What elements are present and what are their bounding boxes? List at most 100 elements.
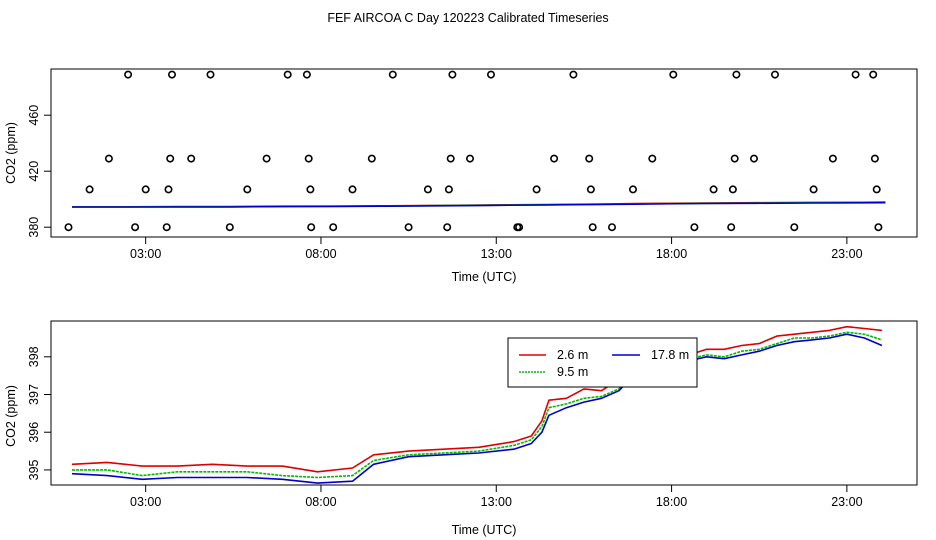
- x-axis-label-1: Time (UTC): [452, 270, 517, 284]
- scatter-point-48: [730, 154, 739, 163]
- scatter-point-13: [243, 185, 252, 194]
- scatter-point-29: [448, 70, 457, 79]
- legend-label-17-8m: 17.8 m: [651, 348, 689, 362]
- scatter-point-24: [404, 223, 413, 232]
- scatter-point-0: [64, 223, 73, 232]
- x-tick-label-2-0: 03:00: [130, 495, 161, 509]
- scatter-point-58: [872, 185, 881, 194]
- series-line-2-2-6-m: [71, 325, 882, 473]
- y-tick-label-1-1: 420: [27, 161, 41, 182]
- x-tick-label-1-4: 23:00: [831, 247, 862, 261]
- scatter-point-56: [869, 70, 878, 79]
- x-tick-label-2-4: 23:00: [831, 495, 862, 509]
- scatter-point-12: [225, 223, 234, 232]
- scatter-point-11: [206, 70, 215, 79]
- scatter-point-27: [444, 185, 453, 194]
- y-tick-label-1-0: 380: [27, 217, 41, 238]
- scatter-point-42: [648, 154, 657, 163]
- scatter-point-1: [85, 185, 94, 194]
- scatter-point-22: [367, 154, 376, 163]
- chart-panel-1: 03:00 08:00 13:00 18:00 23:00 380 420 460 Time…: [4, 68, 918, 284]
- legend-label-9-5m: 9.5 m: [557, 365, 588, 379]
- x-tick-label-2-2: 13:00: [481, 495, 512, 509]
- scatter-point-38: [586, 185, 595, 194]
- scatter-point-45: [709, 185, 718, 194]
- x-tick-label-2-1: 08:00: [305, 495, 336, 509]
- y-axis-label-2: CO2 (ppm): [4, 385, 18, 447]
- scatter-points-1: [64, 70, 883, 232]
- y-ticks-1: 380 420 460: [27, 105, 51, 238]
- scatter-point-15: [283, 70, 292, 79]
- scatter-point-34: [532, 185, 541, 194]
- scatter-point-19: [307, 223, 316, 232]
- scatter-point-8: [166, 154, 175, 163]
- scatter-point-14: [262, 154, 271, 163]
- scatter-point-16: [302, 70, 311, 79]
- x-tick-label-1-3: 18:00: [656, 247, 687, 261]
- scatter-point-41: [628, 185, 637, 194]
- scatter-point-52: [790, 223, 799, 232]
- scatter-point-3: [124, 70, 133, 79]
- scatter-point-5: [141, 185, 150, 194]
- scatter-point-23: [388, 70, 397, 79]
- scatter-point-44: [690, 223, 699, 232]
- scatter-point-7: [164, 185, 173, 194]
- scatter-point-20: [329, 223, 338, 232]
- y-tick-label-2-2: 397: [27, 384, 41, 405]
- scatter-point-53: [809, 185, 818, 194]
- series-lines-2: [71, 325, 883, 484]
- plot-frame-2: [50, 320, 918, 486]
- x-tick-label-2-3: 18:00: [656, 495, 687, 509]
- scatter-point-37: [585, 154, 594, 163]
- x-tick-label-1-0: 03:00: [130, 247, 161, 261]
- scatter-point-57: [870, 154, 879, 163]
- chart-panel-2: 03:00 08:00 13:00 18:00 23:00 395 396 397 398 T…: [4, 320, 918, 537]
- y-tick-label-2-3: 398: [27, 346, 41, 367]
- scatter-point-50: [749, 154, 758, 163]
- x-tick-label-1-2: 13:00: [481, 247, 512, 261]
- x-ticks-1: 03:00 08:00 13:00 18:00 23:00: [130, 237, 863, 261]
- scatter-point-21: [348, 185, 357, 194]
- scatter-point-59: [874, 223, 883, 232]
- figure-title: FEF AIRCOA C Day 120223 Calibrated Times…: [327, 11, 608, 25]
- legend-box: [507, 337, 698, 388]
- scatter-point-30: [465, 154, 474, 163]
- scatter-point-33: [515, 223, 524, 232]
- scatter-point-10: [187, 154, 196, 163]
- scatter-point-49: [732, 70, 741, 79]
- x-axis-label-2: Time (UTC): [452, 523, 517, 537]
- series-line-1-2: [72, 201, 886, 208]
- scatter-point-28: [446, 154, 455, 163]
- scatter-point-17: [304, 154, 313, 163]
- series-lines-1: [72, 201, 886, 208]
- scatter-point-47: [728, 185, 737, 194]
- y-ticks-2: 395 396 397 398: [27, 346, 51, 480]
- scatter-point-46: [727, 223, 736, 232]
- scatter-point-39: [588, 223, 597, 232]
- x-tick-label-1-1: 08:00: [305, 247, 336, 261]
- scatter-point-4: [131, 223, 140, 232]
- y-axis-label-1: CO2 (ppm): [4, 122, 18, 184]
- scatter-point-43: [669, 70, 678, 79]
- scatter-point-40: [607, 223, 616, 232]
- y-tick-label-2-1: 396: [27, 422, 41, 443]
- scatter-point-55: [851, 70, 860, 79]
- plot-frame-1: [50, 68, 918, 238]
- scatter-point-26: [443, 223, 452, 232]
- legend: 2.6 m 9.5 m 17.8 m: [507, 337, 698, 388]
- y-tick-label-1-2: 460: [27, 105, 41, 126]
- scatter-point-31: [486, 70, 495, 79]
- scatter-point-54: [828, 154, 837, 163]
- y-tick-label-2-0: 395: [27, 459, 41, 480]
- legend-label-2-6m: 2.6 m: [557, 348, 588, 362]
- scatter-point-6: [162, 223, 171, 232]
- scatter-point-25: [423, 185, 432, 194]
- scatter-point-18: [306, 185, 315, 194]
- scatter-point-36: [569, 70, 578, 79]
- series-line-2-9-5-m: [72, 331, 883, 479]
- scatter-point-51: [770, 70, 779, 79]
- x-ticks-2: 03:00 08:00 13:00 18:00 23:00: [130, 485, 863, 509]
- scatter-point-9: [168, 70, 177, 79]
- scatter-point-35: [550, 154, 559, 163]
